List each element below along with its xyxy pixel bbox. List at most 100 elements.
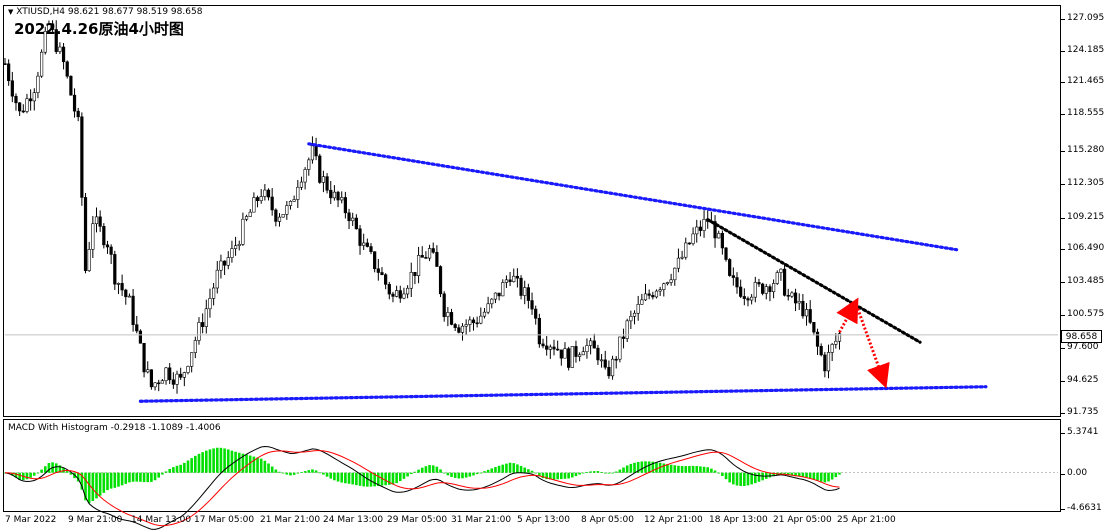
candle-body: [102, 226, 106, 246]
histogram-bar: [516, 464, 519, 473]
histogram-bar: [179, 464, 182, 473]
price-axis[interactable]: 127.095 124.185 121.465 118.555 115.280 112.3…: [1060, 5, 1105, 417]
price-tick-label: 94.625: [1061, 374, 1099, 385]
price-tick-label: 109.215: [1060, 212, 1105, 223]
candle-body: [479, 315, 483, 324]
candle-body: [625, 320, 629, 339]
candle-body: [329, 189, 333, 199]
histogram-bar: [464, 472, 468, 478]
candle-body: [812, 322, 816, 333]
histogram-bar: [754, 472, 757, 484]
candle-body: [761, 283, 765, 294]
candle-body: [610, 358, 615, 377]
candle-body: [815, 331, 820, 347]
candle-body: [270, 196, 274, 211]
histogram-bar: [362, 472, 365, 487]
macd-pane[interactable]: [3, 419, 1061, 512]
price-tick-label: 121.465: [1060, 75, 1105, 86]
histogram-bar: [117, 472, 120, 487]
candle-body: [654, 290, 659, 298]
candle-body: [358, 228, 362, 246]
candle-body: [340, 197, 344, 201]
candle-body: [512, 275, 516, 283]
candle-body: [684, 242, 688, 258]
histogram-bar: [340, 472, 344, 483]
histogram-bar: [300, 472, 303, 473]
histogram-bar: [614, 471, 618, 473]
histogram-bar: [153, 472, 157, 481]
histogram-bar: [157, 472, 161, 478]
candle-body: [325, 176, 329, 191]
histogram-bar: [611, 472, 614, 474]
collapse-triangle-icon[interactable]: ▼: [8, 8, 14, 16]
time-axis[interactable]: 7 Mar 2022 9 Mar 21:00 14 Mar 13:00 17 Mar …: [3, 512, 1061, 532]
histogram-bar: [603, 472, 607, 474]
candle-body: [713, 221, 717, 239]
histogram-bar: [574, 472, 578, 477]
histogram-bar: [746, 472, 750, 486]
histogram-bar: [710, 468, 713, 473]
histogram-bar: [95, 472, 98, 499]
histogram-bar: [633, 462, 636, 473]
candle-body: [259, 196, 263, 202]
macd-tick-label: 5.3741: [1061, 427, 1099, 437]
histogram-bar: [571, 472, 574, 478]
candle-body: [138, 330, 143, 344]
candle-body: [636, 304, 640, 314]
histogram-bar: [779, 472, 783, 474]
candle-body: [135, 324, 139, 332]
candle-body: [534, 308, 538, 319]
histogram-bar: [732, 472, 735, 485]
candle-body: [43, 30, 47, 53]
candle-body: [25, 98, 29, 112]
short-resistance-trendline: [706, 218, 922, 344]
histogram-bar: [827, 472, 830, 482]
histogram-bar: [186, 460, 190, 473]
candle-body: [588, 340, 593, 346]
candle-body: [746, 298, 750, 301]
candle-body: [233, 245, 238, 249]
upper-trendline: [307, 142, 959, 252]
histogram-bar: [230, 450, 234, 473]
candle-body: [563, 348, 567, 359]
histogram-bar: [84, 472, 87, 501]
candle-body: [779, 268, 783, 273]
histogram-bar: [311, 469, 314, 473]
candle-body: [285, 205, 289, 215]
candle-body: [775, 272, 779, 284]
time-tick-label: 31 Mar 21:00: [451, 515, 512, 525]
candle-body: [266, 189, 271, 198]
candle-body: [691, 233, 695, 244]
histogram-bar: [552, 472, 556, 480]
macd-axis[interactable]: 5.3741 0.00 -4.6631: [1060, 419, 1105, 513]
candle-body: [431, 248, 435, 253]
candle-body: [124, 289, 128, 298]
time-tick-label: 9 Mar 21:00: [68, 515, 123, 525]
histogram-bar: [439, 469, 442, 473]
time-tick-label: 29 Mar 05:00: [387, 515, 448, 525]
candle-body: [497, 292, 501, 297]
price-tick-label: 91.735: [1061, 407, 1099, 417]
time-tick-label: 12 Apr 21:00: [644, 515, 703, 525]
candle-body: [365, 242, 369, 247]
time-tick-label: 8 Apr 05:00: [581, 515, 634, 525]
price-chart-pane[interactable]: [3, 5, 1061, 417]
histogram-bar: [607, 472, 611, 474]
candle-body: [193, 340, 197, 353]
candle-body: [274, 209, 278, 222]
histogram-bar: [442, 472, 446, 474]
candle-body: [442, 293, 446, 317]
histogram-bar: [589, 471, 592, 473]
histogram-bar: [527, 469, 530, 473]
histogram-bar: [285, 472, 289, 475]
histogram-bar: [647, 461, 651, 473]
histogram-bar: [706, 467, 710, 473]
candle-body: [171, 379, 175, 385]
histogram-bar: [183, 462, 186, 473]
histogram-bar: [684, 466, 688, 473]
candle-body: [127, 295, 132, 298]
candle-body: [768, 286, 772, 293]
candle-body: [607, 366, 611, 377]
histogram-bar: [523, 467, 527, 473]
candle-body: [131, 295, 135, 325]
